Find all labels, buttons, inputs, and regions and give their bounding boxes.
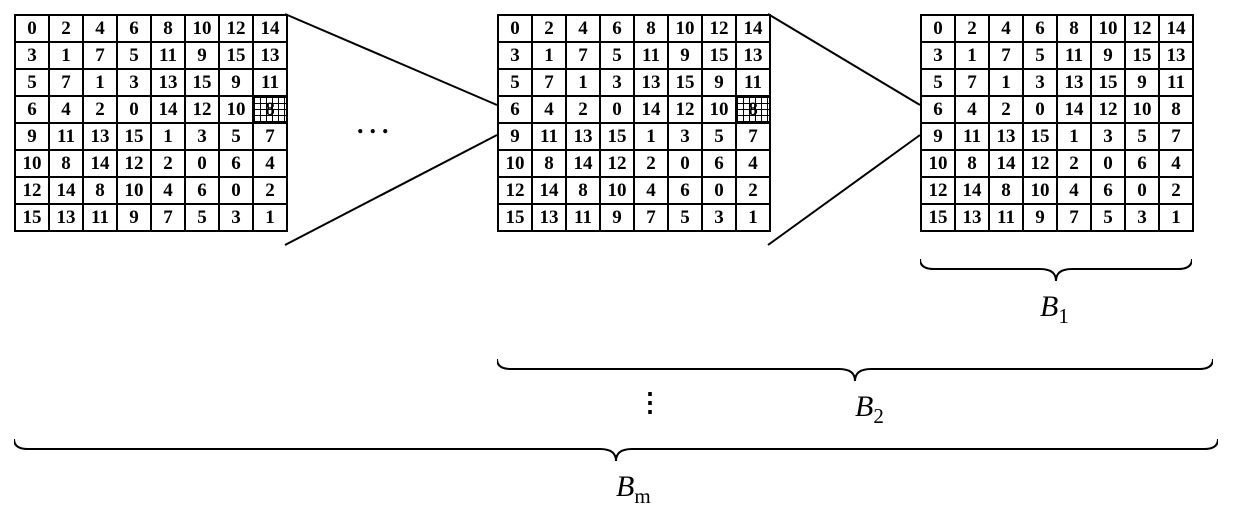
- label-b2-main: B: [855, 390, 873, 423]
- label-b1: B1: [1040, 290, 1069, 329]
- label-b1-sub: 1: [1058, 304, 1069, 328]
- label-bm-main: B: [616, 470, 634, 503]
- label-bm: Bm: [616, 470, 651, 509]
- label-bm-sub: m: [634, 484, 650, 508]
- label-b1-main: B: [1040, 290, 1058, 323]
- brace-bm: [14, 435, 1218, 465]
- brace-b2: [497, 355, 1213, 385]
- label-b2-sub: 2: [873, 404, 884, 428]
- ellipsis-horizontal: ...: [357, 110, 395, 140]
- label-b2: B2: [855, 390, 884, 429]
- ellipsis-vertical: ⋮: [637, 398, 663, 408]
- recursion-lines: [0, 0, 1240, 260]
- brace-b1: [920, 255, 1192, 285]
